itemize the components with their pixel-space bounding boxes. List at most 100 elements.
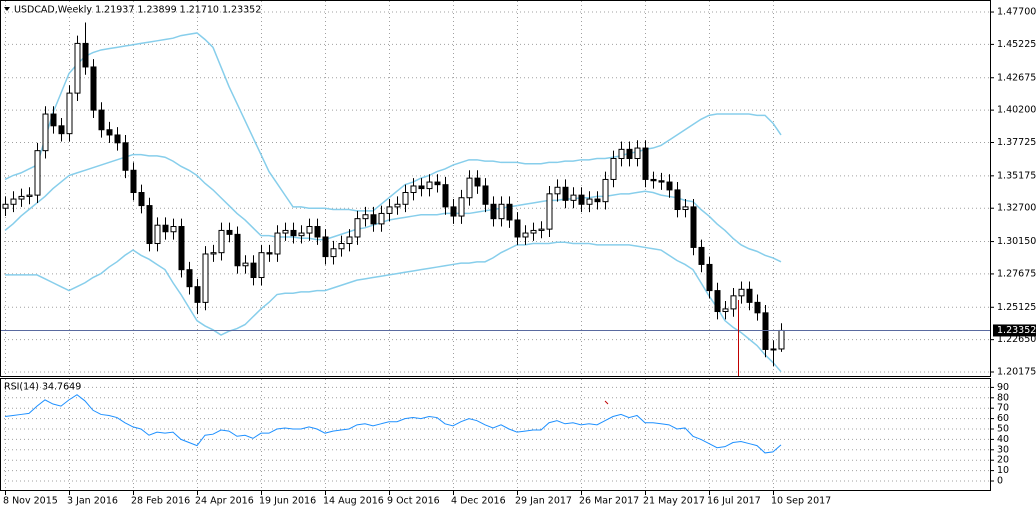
- candle-body: [490, 203, 497, 220]
- candle-body: [362, 214, 369, 220]
- candle-body: [26, 194, 33, 197]
- candle-body: [250, 262, 257, 279]
- candle-body: [514, 219, 521, 238]
- candle-body: [82, 42, 89, 68]
- candle-body: [322, 236, 329, 258]
- candle-body: [554, 186, 561, 195]
- candle-body: [642, 147, 649, 180]
- candle-body: [138, 192, 145, 207]
- candle-body: [314, 226, 321, 238]
- candle-body: [290, 229, 297, 237]
- candle-body: [754, 301, 761, 314]
- candle-body: [218, 229, 225, 254]
- candle-body: [586, 198, 593, 205]
- y-tick-label: 0: [997, 476, 1003, 487]
- candle-body: [106, 129, 113, 136]
- candle-body: [450, 206, 457, 217]
- candle-body: [114, 134, 121, 144]
- candle-body: [226, 229, 233, 235]
- candle-body: [42, 113, 49, 152]
- candle-body: [722, 308, 729, 313]
- candle-body: [66, 92, 73, 135]
- candle-body: [154, 224, 161, 245]
- last-price-label: 1.23352: [997, 325, 1036, 336]
- mark-layer: [0, 22, 990, 454]
- x-tick-label: 24 Apr 2016: [195, 496, 254, 507]
- candle-body: [146, 205, 153, 245]
- candle-body: [426, 181, 433, 190]
- band-upper: [4, 32, 782, 212]
- candle-body: [546, 193, 553, 230]
- x-tick-label: 29 Jan 2017: [515, 496, 572, 507]
- candle-body: [746, 288, 753, 303]
- y-tick-label: 1.40200: [997, 105, 1036, 116]
- candle-body: [730, 295, 737, 310]
- candle-body: [626, 148, 633, 160]
- candle-body: [234, 233, 241, 267]
- y-tick-label: 50: [997, 424, 1009, 435]
- candle-body: [434, 181, 441, 186]
- candle-body: [378, 212, 385, 225]
- rsi-pane: [0, 378, 991, 491]
- candle-body: [330, 248, 337, 258]
- y-tick-label: 10: [997, 465, 1009, 476]
- candle-body: [258, 252, 265, 279]
- candle-body: [570, 194, 577, 201]
- y-tick-label: 1.35175: [997, 170, 1036, 181]
- candle-body: [18, 195, 25, 200]
- candle-body: [402, 192, 409, 205]
- y-tick-label: 1.30150: [997, 236, 1036, 247]
- candle-body: [458, 197, 465, 217]
- y-tick-label: 60: [997, 413, 1009, 424]
- candle-body: [274, 232, 281, 255]
- y-tick-label: 1.37725: [997, 137, 1036, 148]
- x-tick-label: 4 Dec 2016: [451, 496, 506, 507]
- rsi-line: [4, 394, 782, 454]
- candle-body: [282, 229, 289, 234]
- candle-body: [266, 252, 273, 255]
- candle-body: [658, 180, 665, 183]
- grid-layer: [0, 1, 994, 490]
- candle-body: [770, 348, 777, 351]
- candle-body: [370, 214, 377, 225]
- y-tick-label: 40: [997, 434, 1009, 445]
- y-tick-label: 1.47700: [997, 7, 1036, 18]
- candle-body: [634, 147, 641, 160]
- candle-body: [2, 203, 9, 209]
- x-tick-label: 8 Nov 2015: [3, 496, 58, 507]
- candle-body: [418, 185, 425, 190]
- candle-body: [210, 252, 217, 255]
- candle-body: [594, 198, 601, 203]
- candle-body: [386, 206, 393, 214]
- candle-body: [10, 198, 17, 205]
- candle-body: [682, 206, 689, 211]
- candle-body: [186, 269, 193, 288]
- y-tick-label: 1.22650: [997, 334, 1036, 345]
- y-tick-label: 1.45225: [997, 39, 1036, 50]
- rsi-title: RSI(14) 34.7649: [4, 382, 81, 393]
- menu-triangle[interactable]: [4, 7, 10, 11]
- candle-body: [698, 246, 705, 265]
- y-tick-label: 1.25125: [997, 302, 1036, 313]
- candle-body: [178, 226, 185, 271]
- candle-body: [242, 262, 249, 267]
- y-tick-label: 80: [997, 392, 1009, 403]
- candle-body: [578, 194, 585, 205]
- candle-body: [90, 66, 97, 111]
- candle-body: [538, 228, 545, 231]
- candle-body: [306, 226, 313, 234]
- x-tick-label: 10 Sep 2017: [771, 496, 831, 507]
- candle-body: [738, 288, 745, 297]
- y-tick-label: 1.27675: [997, 268, 1036, 279]
- candle-body: [202, 253, 209, 303]
- candle-body: [34, 150, 41, 196]
- price-pane: [0, 0, 991, 377]
- candle-body: [98, 109, 105, 131]
- y-tick-label: 20: [997, 455, 1009, 466]
- y-tick-label: 30: [997, 444, 1009, 455]
- last-price-box: [993, 324, 1036, 337]
- candle-body: [410, 185, 417, 194]
- candle-body: [674, 189, 681, 211]
- x-tick-label: 21 May 2017: [643, 496, 705, 507]
